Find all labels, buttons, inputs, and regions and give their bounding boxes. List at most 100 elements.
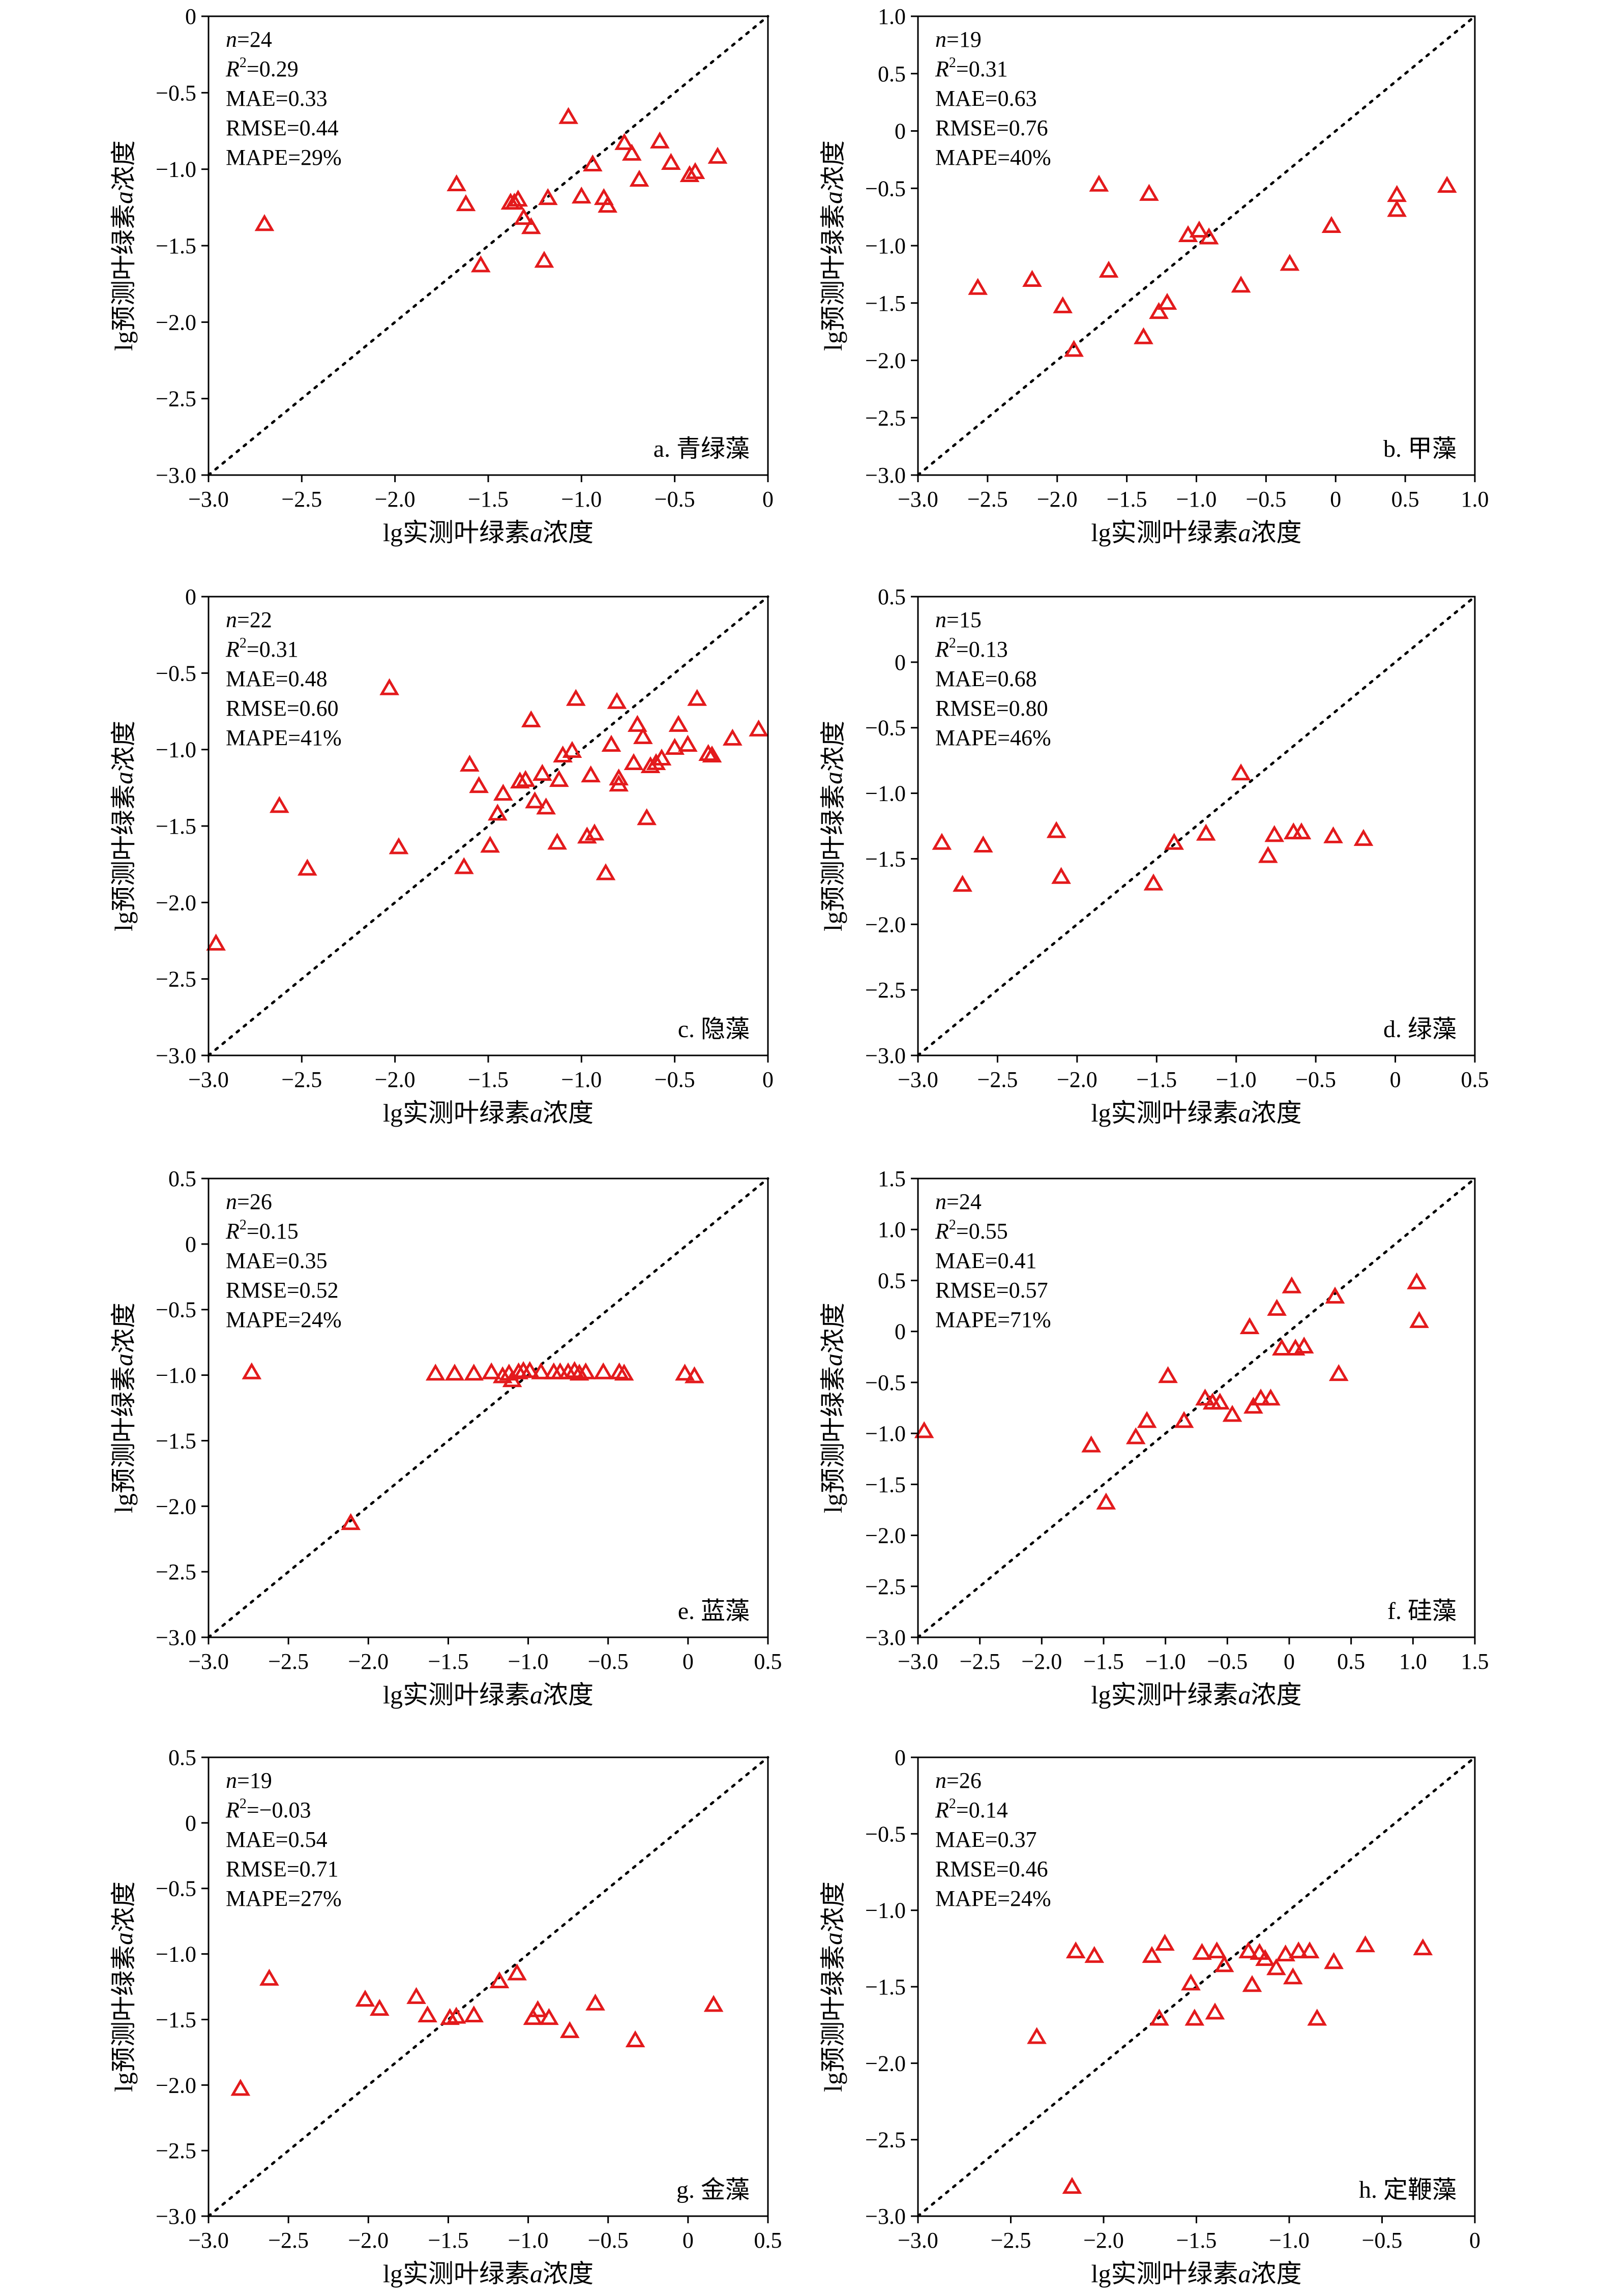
- data-point-triangle: [1125, 1427, 1146, 1445]
- data-point-triangle: [569, 1364, 589, 1381]
- data-point-triangle: [464, 1364, 484, 1381]
- x-axis-label: lg实测叶绿素a浓度: [1091, 2259, 1302, 2288]
- data-point-triangle: [538, 188, 558, 205]
- y-tick-label: −3.0: [865, 2204, 906, 2229]
- scatter-panel-7: −3.0 −2.5 −2.0 −1.5 −1.0 −0.5 0 0.5 −3.0 −2.5 −2.0…: [109, 1745, 782, 2288]
- data-point-triangle: [621, 143, 642, 161]
- y-tick-label: −1.0: [156, 1363, 196, 1388]
- stat-mae: MAE=0.35: [226, 1248, 328, 1273]
- data-point-triangle: [446, 2007, 466, 2024]
- data-point-triangle: [1222, 1405, 1242, 1422]
- plot-frame: [207, 15, 769, 476]
- scatter-panel-4: −3.0 −2.5 −2.0 −1.5 −1.0 −0.5 0 0.5 −3.0 −2.5 −2.0…: [819, 584, 1489, 1127]
- y-tick-label: −2.5: [865, 405, 906, 430]
- data-point-triangle: [525, 791, 545, 809]
- data-point-triangle: [528, 2000, 548, 2017]
- y-tick-label: −2.5: [156, 967, 196, 992]
- data-point-triangle: [1184, 2009, 1205, 2026]
- data-point-triangle: [633, 727, 653, 744]
- data-point-triangle: [1205, 2003, 1225, 2020]
- x-tick-label: 0: [762, 1067, 774, 1092]
- x-tick-label: −2.5: [281, 1067, 322, 1092]
- data-point-triangle: [487, 803, 508, 821]
- data-point-triangle: [1096, 1492, 1116, 1510]
- data-point-triangle: [1062, 2176, 1082, 2194]
- data-point-triangle: [464, 2005, 484, 2022]
- stat-mae: MAE=0.33: [226, 86, 328, 111]
- y-tick-label: −2.5: [156, 1559, 196, 1584]
- y-tick-label: −0.5: [156, 80, 196, 105]
- y-tick-label: 0: [895, 1319, 906, 1344]
- x-tick-label: 0: [1469, 2228, 1480, 2253]
- stat-rmse: RMSE=0.57: [935, 1278, 1048, 1303]
- data-point-triangle: [749, 719, 769, 737]
- x-axis-label: lg实测叶绿素a浓度: [1091, 518, 1302, 547]
- stat-n: n=26: [226, 1189, 272, 1214]
- x-tick-label: −3.0: [898, 487, 938, 512]
- x-tick-label: 1.0: [1461, 487, 1489, 512]
- x-tick-label: −3.0: [188, 487, 229, 512]
- plot-frame: [917, 1178, 1476, 1638]
- data-point-triangle: [1409, 1311, 1429, 1328]
- data-point-triangle: [1181, 1974, 1201, 1991]
- y-axis-label: lg预测叶绿素a浓度: [819, 1881, 847, 2092]
- x-tick-label: −2.5: [967, 487, 1008, 512]
- panel-label: h. 定鞭藻: [1359, 2176, 1457, 2203]
- y-tick-label: −1.5: [865, 1975, 906, 1999]
- y-tick-label: −2.0: [156, 2073, 196, 2098]
- data-point-triangle: [507, 1963, 527, 1981]
- y-tick-label: −0.5: [865, 176, 906, 201]
- stat-mape: MAPE=40%: [935, 145, 1051, 170]
- y-tick-label: −0.5: [865, 716, 906, 741]
- data-point-triangle: [665, 738, 685, 755]
- data-point-triangle: [651, 748, 672, 766]
- stat-n: n=24: [935, 1189, 982, 1214]
- data-point-triangle: [539, 2008, 559, 2025]
- x-tick-label: −2.0: [348, 1649, 389, 1674]
- data-point-triangle: [1282, 1276, 1302, 1293]
- y-tick-label: −3.0: [865, 463, 906, 488]
- y-axis-label: lg预测叶绿素a浓度: [819, 140, 847, 351]
- x-tick-label: −1.5: [1083, 1649, 1124, 1674]
- x-tick-label: −2.5: [268, 1649, 309, 1674]
- data-point-triangle: [1157, 292, 1177, 310]
- data-point-triangle: [598, 195, 618, 213]
- data-point-triangle: [1437, 175, 1457, 193]
- x-axis-label: lg实测叶绿素a浓度: [1091, 1681, 1302, 1709]
- y-tick-label: −2.0: [156, 890, 196, 915]
- data-point-triangle: [469, 776, 489, 793]
- data-point-triangle: [1142, 1946, 1162, 1963]
- y-tick-label: 1.5: [878, 1166, 906, 1191]
- data-point-triangle: [593, 1362, 613, 1379]
- data-point-triangle: [637, 808, 657, 826]
- y-tick-label: −0.5: [865, 1821, 906, 1846]
- y-tick-label: −3.0: [156, 2204, 196, 2229]
- data-point-triangle: [1214, 1955, 1234, 1973]
- x-tick-label: −1.0: [561, 1067, 602, 1092]
- data-point-triangle: [585, 1993, 605, 2011]
- x-tick-label: −0.5: [1245, 487, 1286, 512]
- data-point-triangle: [1134, 327, 1153, 344]
- x-axis-label: lg实测叶绿素a浓度: [383, 1099, 594, 1127]
- y-tick-label: −1.5: [156, 233, 196, 258]
- data-point-triangle: [661, 153, 681, 170]
- one-to-one-line: [207, 1756, 769, 2218]
- data-point-triangle: [242, 1362, 262, 1379]
- plot-frame: [917, 1756, 1476, 2217]
- data-point-triangle: [532, 763, 552, 781]
- data-point-triangle: [973, 835, 993, 852]
- data-point-triangle: [1064, 340, 1084, 357]
- x-tick-label: −1.5: [1136, 1067, 1177, 1092]
- data-point-triangle: [624, 753, 644, 771]
- x-tick-label: −1.5: [468, 1067, 509, 1092]
- data-point-triangle: [1158, 1366, 1178, 1384]
- panel-label: g. 金藻: [676, 2176, 750, 2203]
- y-tick-label: −1.5: [156, 1428, 196, 1453]
- data-point-triangle: [1264, 825, 1285, 842]
- data-point-triangle: [1323, 826, 1343, 843]
- data-point-triangle: [1328, 1364, 1349, 1381]
- data-point-triangle: [1294, 1336, 1314, 1354]
- data-point-triangle: [581, 765, 601, 783]
- y-tick-label: −2.0: [156, 1494, 196, 1519]
